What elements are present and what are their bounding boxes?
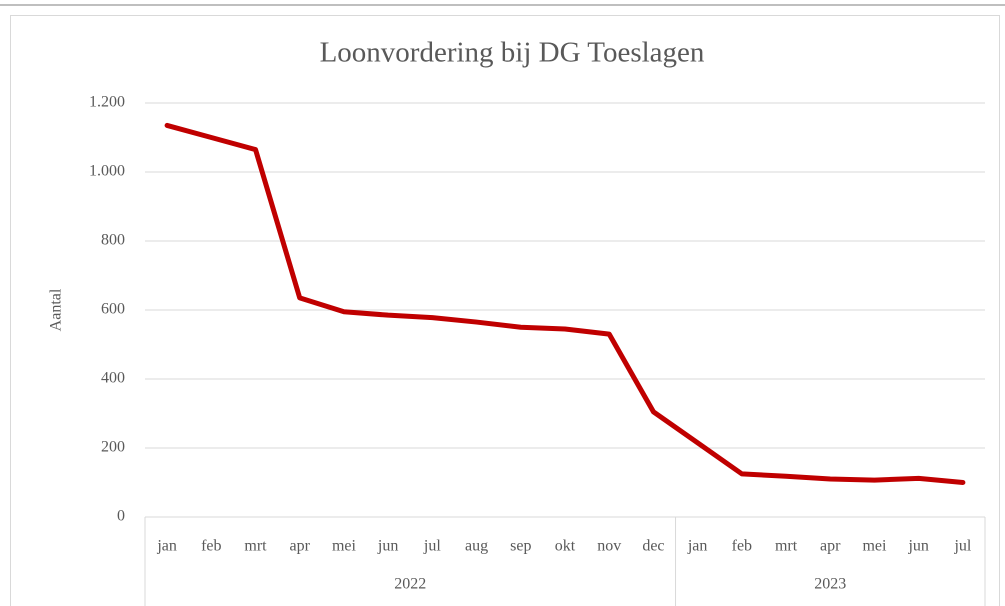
x-group-label: 2023 [814,576,846,593]
x-tick-label: okt [555,538,576,555]
x-tick-label: mrt [775,538,798,555]
x-tick-label: feb [201,538,221,555]
chart-frame [10,15,1000,606]
y-tick-label: 200 [101,439,125,456]
x-tick-label: aug [465,538,488,555]
x-tick-label: jan [687,538,708,555]
chart-title: Loonvordering bij DG Toeslagen [320,37,705,69]
x-tick-label: dec [642,538,664,555]
x-tick-label: jul [953,538,971,555]
x-tick-label: apr [820,538,841,555]
y-tick-label: 0 [117,508,125,525]
x-tick-label: jan [156,538,177,555]
y-tick-label: 1.000 [89,163,125,180]
y-tick-label: 400 [101,370,125,387]
x-tick-label: nov [597,538,621,555]
x-group-label: 2022 [394,576,426,593]
x-tick-label: sep [510,538,531,555]
x-tick-label: apr [290,538,311,555]
x-tick-label: jun [377,538,398,555]
x-tick-label: feb [732,538,752,555]
data-line [164,122,966,485]
y-tick-label: 600 [101,301,125,318]
y-tick-label: 800 [101,232,125,249]
y-tick-label: 1.200 [89,94,125,111]
x-tick-label: mrt [244,538,267,555]
y-axis-label: Aantal [48,288,65,331]
x-tick-label: jul [423,538,441,555]
x-tick-label: jun [907,538,928,555]
x-tick-label: mei [332,538,357,555]
x-tick-label: mei [862,538,887,555]
